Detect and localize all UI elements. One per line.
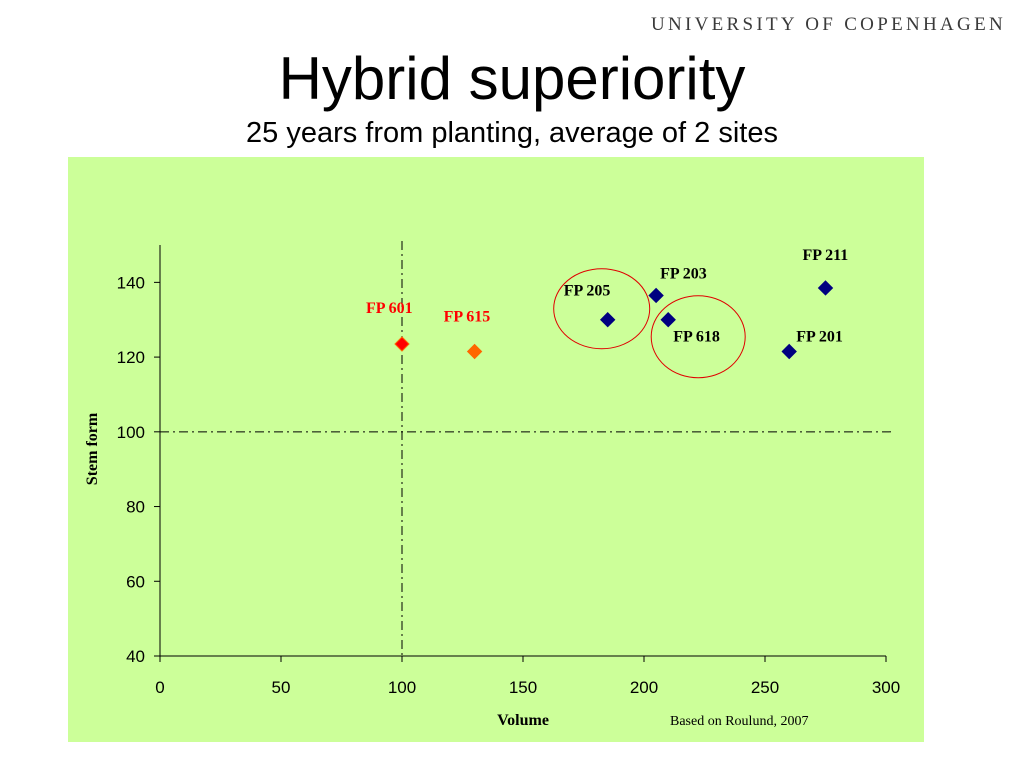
x-axis-title: Volume [497, 712, 549, 729]
data-point-marker [599, 312, 616, 328]
x-tick-label: 150 [509, 678, 537, 697]
slide-title: Hybrid superiority [278, 45, 746, 112]
y-tick-label: 120 [117, 348, 145, 367]
data-point-marker [466, 343, 483, 360]
plot-background [68, 157, 924, 742]
data-point-label: FP 203 [660, 265, 707, 282]
slide-subtitle: 25 years from planting, average of 2 sit… [246, 117, 778, 149]
data-point-label: FP 618 [673, 329, 720, 346]
y-tick-label: 80 [126, 498, 145, 517]
highlight-circle [650, 295, 746, 379]
data-point-label: FP 201 [796, 328, 843, 345]
data-point-marker [817, 280, 834, 296]
highlight-circles [553, 268, 746, 379]
point-labels: FP 601 FP 615 FP 205 FP 203 FP 618 FP 201 FP 2… [366, 247, 848, 346]
x-tick-label: 100 [388, 678, 416, 697]
axis-ticks: 0 50 100 150 200 250 300 40 60 80 100 120 140 [117, 273, 901, 697]
y-tick-label: 140 [117, 273, 145, 292]
data-point-label: FP 205 [564, 283, 611, 300]
data-point-marker [781, 343, 797, 360]
highlight-circle [553, 268, 651, 350]
y-tick-label: 100 [117, 423, 145, 442]
y-tick-label: 40 [126, 647, 145, 666]
chart-area: 0 50 100 150 200 250 300 40 60 80 100 120 140 FP 601… [68, 157, 924, 742]
x-tick-label: 50 [272, 678, 291, 697]
y-axis-title: Stem form [84, 412, 101, 485]
data-point-marker [648, 287, 664, 304]
data-point-label: FP 601 [366, 300, 413, 317]
source-note: Based on Roulund, 2007 [670, 714, 808, 729]
data-point-marker [660, 312, 676, 328]
y-tick-label: 60 [126, 572, 145, 591]
scatter-chart: 0 50 100 150 200 250 300 40 60 80 100 120 140 FP 601… [68, 157, 924, 742]
data-points [394, 280, 834, 360]
reference-lines [160, 241, 892, 656]
x-tick-label: 0 [155, 678, 164, 697]
x-tick-label: 200 [630, 678, 658, 697]
data-point-marker [394, 336, 410, 352]
university-logo-text: UNIVERSITY OF COPENHAGEN [650, 14, 1006, 35]
x-tick-label: 300 [872, 678, 900, 697]
data-point-label: FP 615 [444, 308, 491, 325]
data-point-label: FP 211 [803, 247, 849, 264]
x-tick-label: 250 [751, 678, 779, 697]
